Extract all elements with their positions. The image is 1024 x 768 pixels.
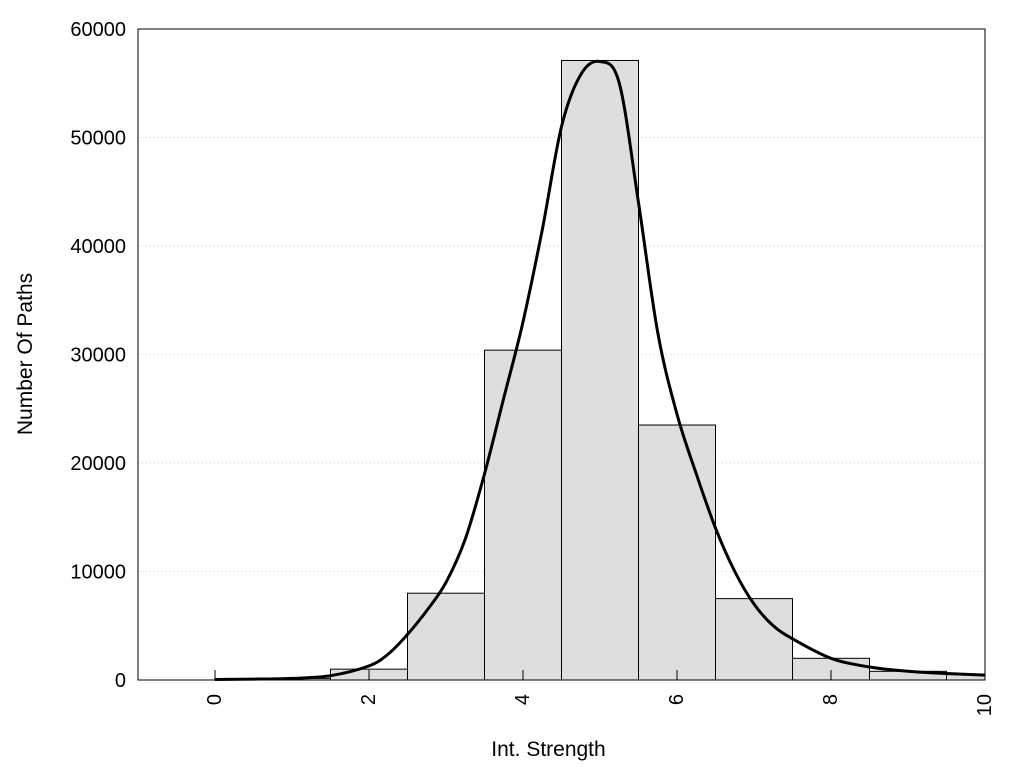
- plot-frame: [137, 28, 986, 681]
- histogram-bar: [484, 349, 562, 681]
- axis-ticks: 0 10000 20000 30000 40000 50000 60000 0 2 4 6 8 10: [70, 19, 996, 716]
- density-curve-layer: [214, 59, 986, 681]
- y-tick-label: 50000: [70, 128, 126, 150]
- histogram-bars: [214, 59, 986, 681]
- x-tick-label: 6: [666, 694, 688, 705]
- histogram-bar: [407, 592, 485, 681]
- x-tick-label: 8: [820, 694, 842, 705]
- x-tick-label: 2: [358, 694, 380, 705]
- x-tick-label: 4: [512, 694, 534, 705]
- histogram-bar: [561, 59, 639, 681]
- y-tick-label: 60000: [70, 19, 126, 41]
- x-tick-label: 0: [204, 694, 226, 705]
- x-axis-label: Int. Strength: [491, 738, 605, 761]
- y-tick-label: 20000: [70, 453, 126, 475]
- y-tick-label: 0: [115, 670, 126, 692]
- y-tick-label: 30000: [70, 345, 126, 367]
- histogram-bar: [715, 598, 793, 681]
- y-axis-label: Number Of Paths: [14, 273, 37, 435]
- histogram-bar: [638, 424, 716, 681]
- density-curve: [214, 59, 986, 681]
- x-tick-label: 10: [974, 694, 996, 716]
- y-tick-label: 10000: [70, 562, 126, 584]
- y-tick-label: 40000: [70, 236, 126, 258]
